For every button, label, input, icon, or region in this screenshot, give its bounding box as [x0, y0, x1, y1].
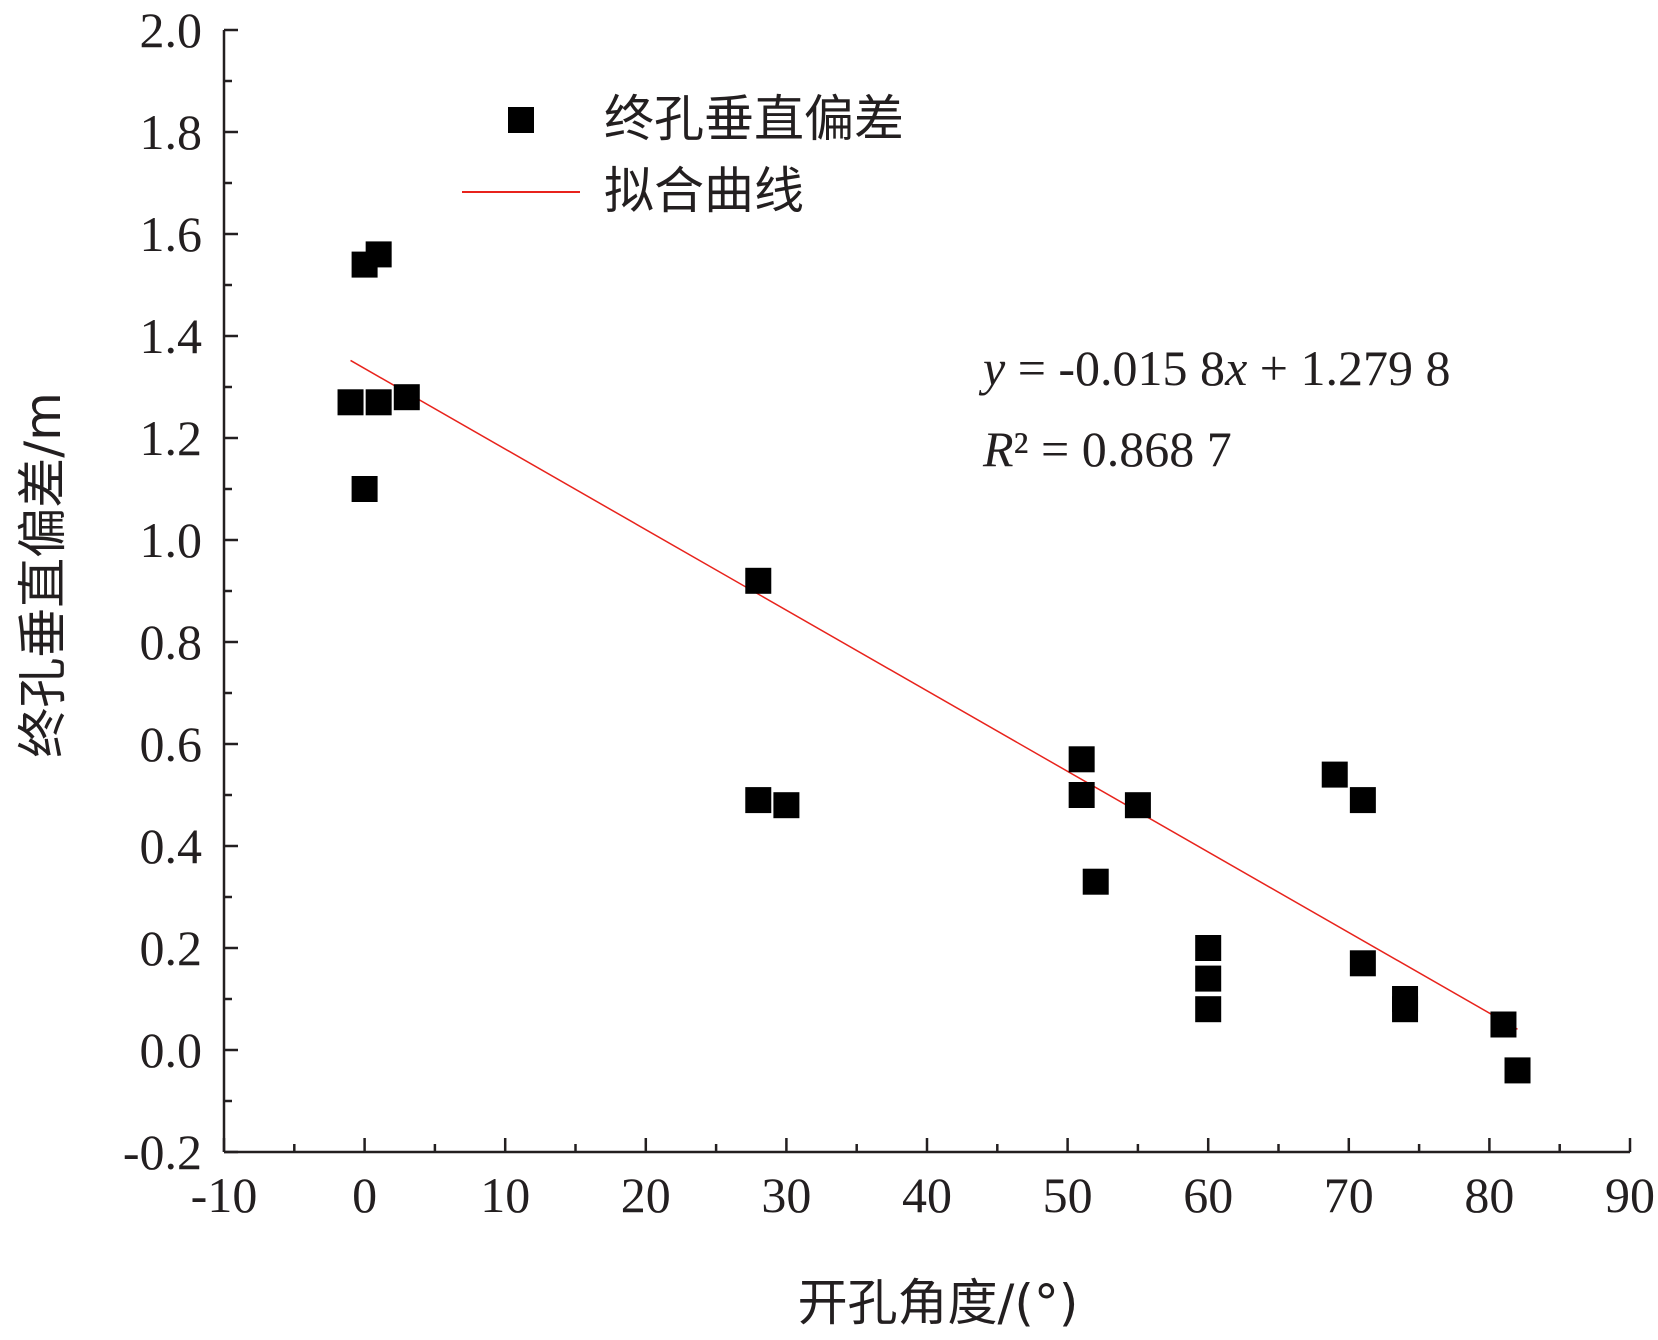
x-tick-label: 50	[1043, 1167, 1093, 1223]
equation-line-1: y = -0.015 8x + 1.279 8	[978, 340, 1450, 396]
data-point	[1195, 935, 1222, 961]
fit-line-layer	[350, 359, 1518, 1030]
data-point	[1068, 782, 1095, 808]
data-points	[337, 241, 1531, 1084]
data-point	[745, 787, 772, 814]
data-point	[1349, 950, 1376, 977]
axes	[222, 30, 1630, 1154]
data-point	[365, 389, 392, 416]
data-point	[773, 792, 800, 819]
x-tick-label: 90	[1605, 1167, 1655, 1223]
x-tick-label: 40	[902, 1167, 952, 1223]
y-tick-label: 1.2	[140, 410, 203, 466]
x-tick-label: 80	[1464, 1167, 1514, 1223]
legend-marker-square	[508, 107, 534, 133]
y-tick-label: 0.6	[140, 716, 203, 772]
y-axis-ticks: -0.2 0.0 0.2 0.4 0.6 0.8 1.0 1.2 1.4 1.6 1.8 2.0	[123, 2, 238, 1180]
x-tick-label: 0	[352, 1167, 377, 1223]
data-point	[1195, 965, 1222, 992]
data-point	[1195, 996, 1222, 1023]
y-tick-label: 0.2	[140, 920, 203, 976]
data-point	[1082, 868, 1109, 895]
data-point	[1321, 761, 1348, 788]
data-point	[1490, 1011, 1517, 1038]
y-tick-label: 1.4	[140, 308, 203, 364]
x-tick-label: 20	[621, 1167, 671, 1223]
data-point	[351, 476, 378, 502]
y-tick-label: 2.0	[140, 2, 203, 58]
legend-label-fit: 拟合曲线	[604, 162, 804, 220]
data-point	[1504, 1057, 1531, 1084]
x-tick-label: 70	[1324, 1167, 1374, 1223]
x-axis-ticks: -10 0 10 20 30 40 50 60 70 80 90	[191, 1138, 1655, 1223]
data-point	[1068, 746, 1095, 773]
y-tick-label: 0.4	[140, 818, 203, 874]
y-axis-title: 终孔垂直偏差/m	[14, 392, 72, 758]
equation-annotation: y = -0.015 8x + 1.279 8 R² = 0.868 7	[978, 340, 1450, 477]
y-tick-label: 0.0	[140, 1022, 203, 1078]
x-tick-label: 60	[1183, 1167, 1233, 1223]
data-point	[337, 389, 364, 416]
y-tick-label: 0.8	[140, 614, 203, 670]
data-point	[745, 567, 772, 594]
data-point	[1349, 787, 1376, 814]
x-tick-label: 30	[761, 1167, 811, 1223]
fit-line	[350, 359, 1518, 1030]
legend-label-points: 终孔垂直偏差	[604, 90, 904, 148]
x-axis-title: 开孔角度/(°)	[798, 1274, 1079, 1332]
y-tick-label: 1.8	[140, 104, 203, 160]
y-tick-label: 1.6	[140, 206, 203, 262]
x-tick-label: 10	[480, 1167, 530, 1223]
y-tick-label: 1.0	[140, 512, 203, 568]
data-point	[365, 241, 392, 268]
data-point	[1124, 792, 1151, 819]
x-tick-label: -10	[191, 1167, 258, 1223]
data-point	[393, 384, 420, 411]
y-tick-label: -0.2	[123, 1124, 202, 1180]
legend: 终孔垂直偏差 拟合曲线	[462, 90, 904, 220]
data-point	[1392, 996, 1419, 1023]
equation-line-2: R² = 0.868 7	[982, 421, 1232, 477]
